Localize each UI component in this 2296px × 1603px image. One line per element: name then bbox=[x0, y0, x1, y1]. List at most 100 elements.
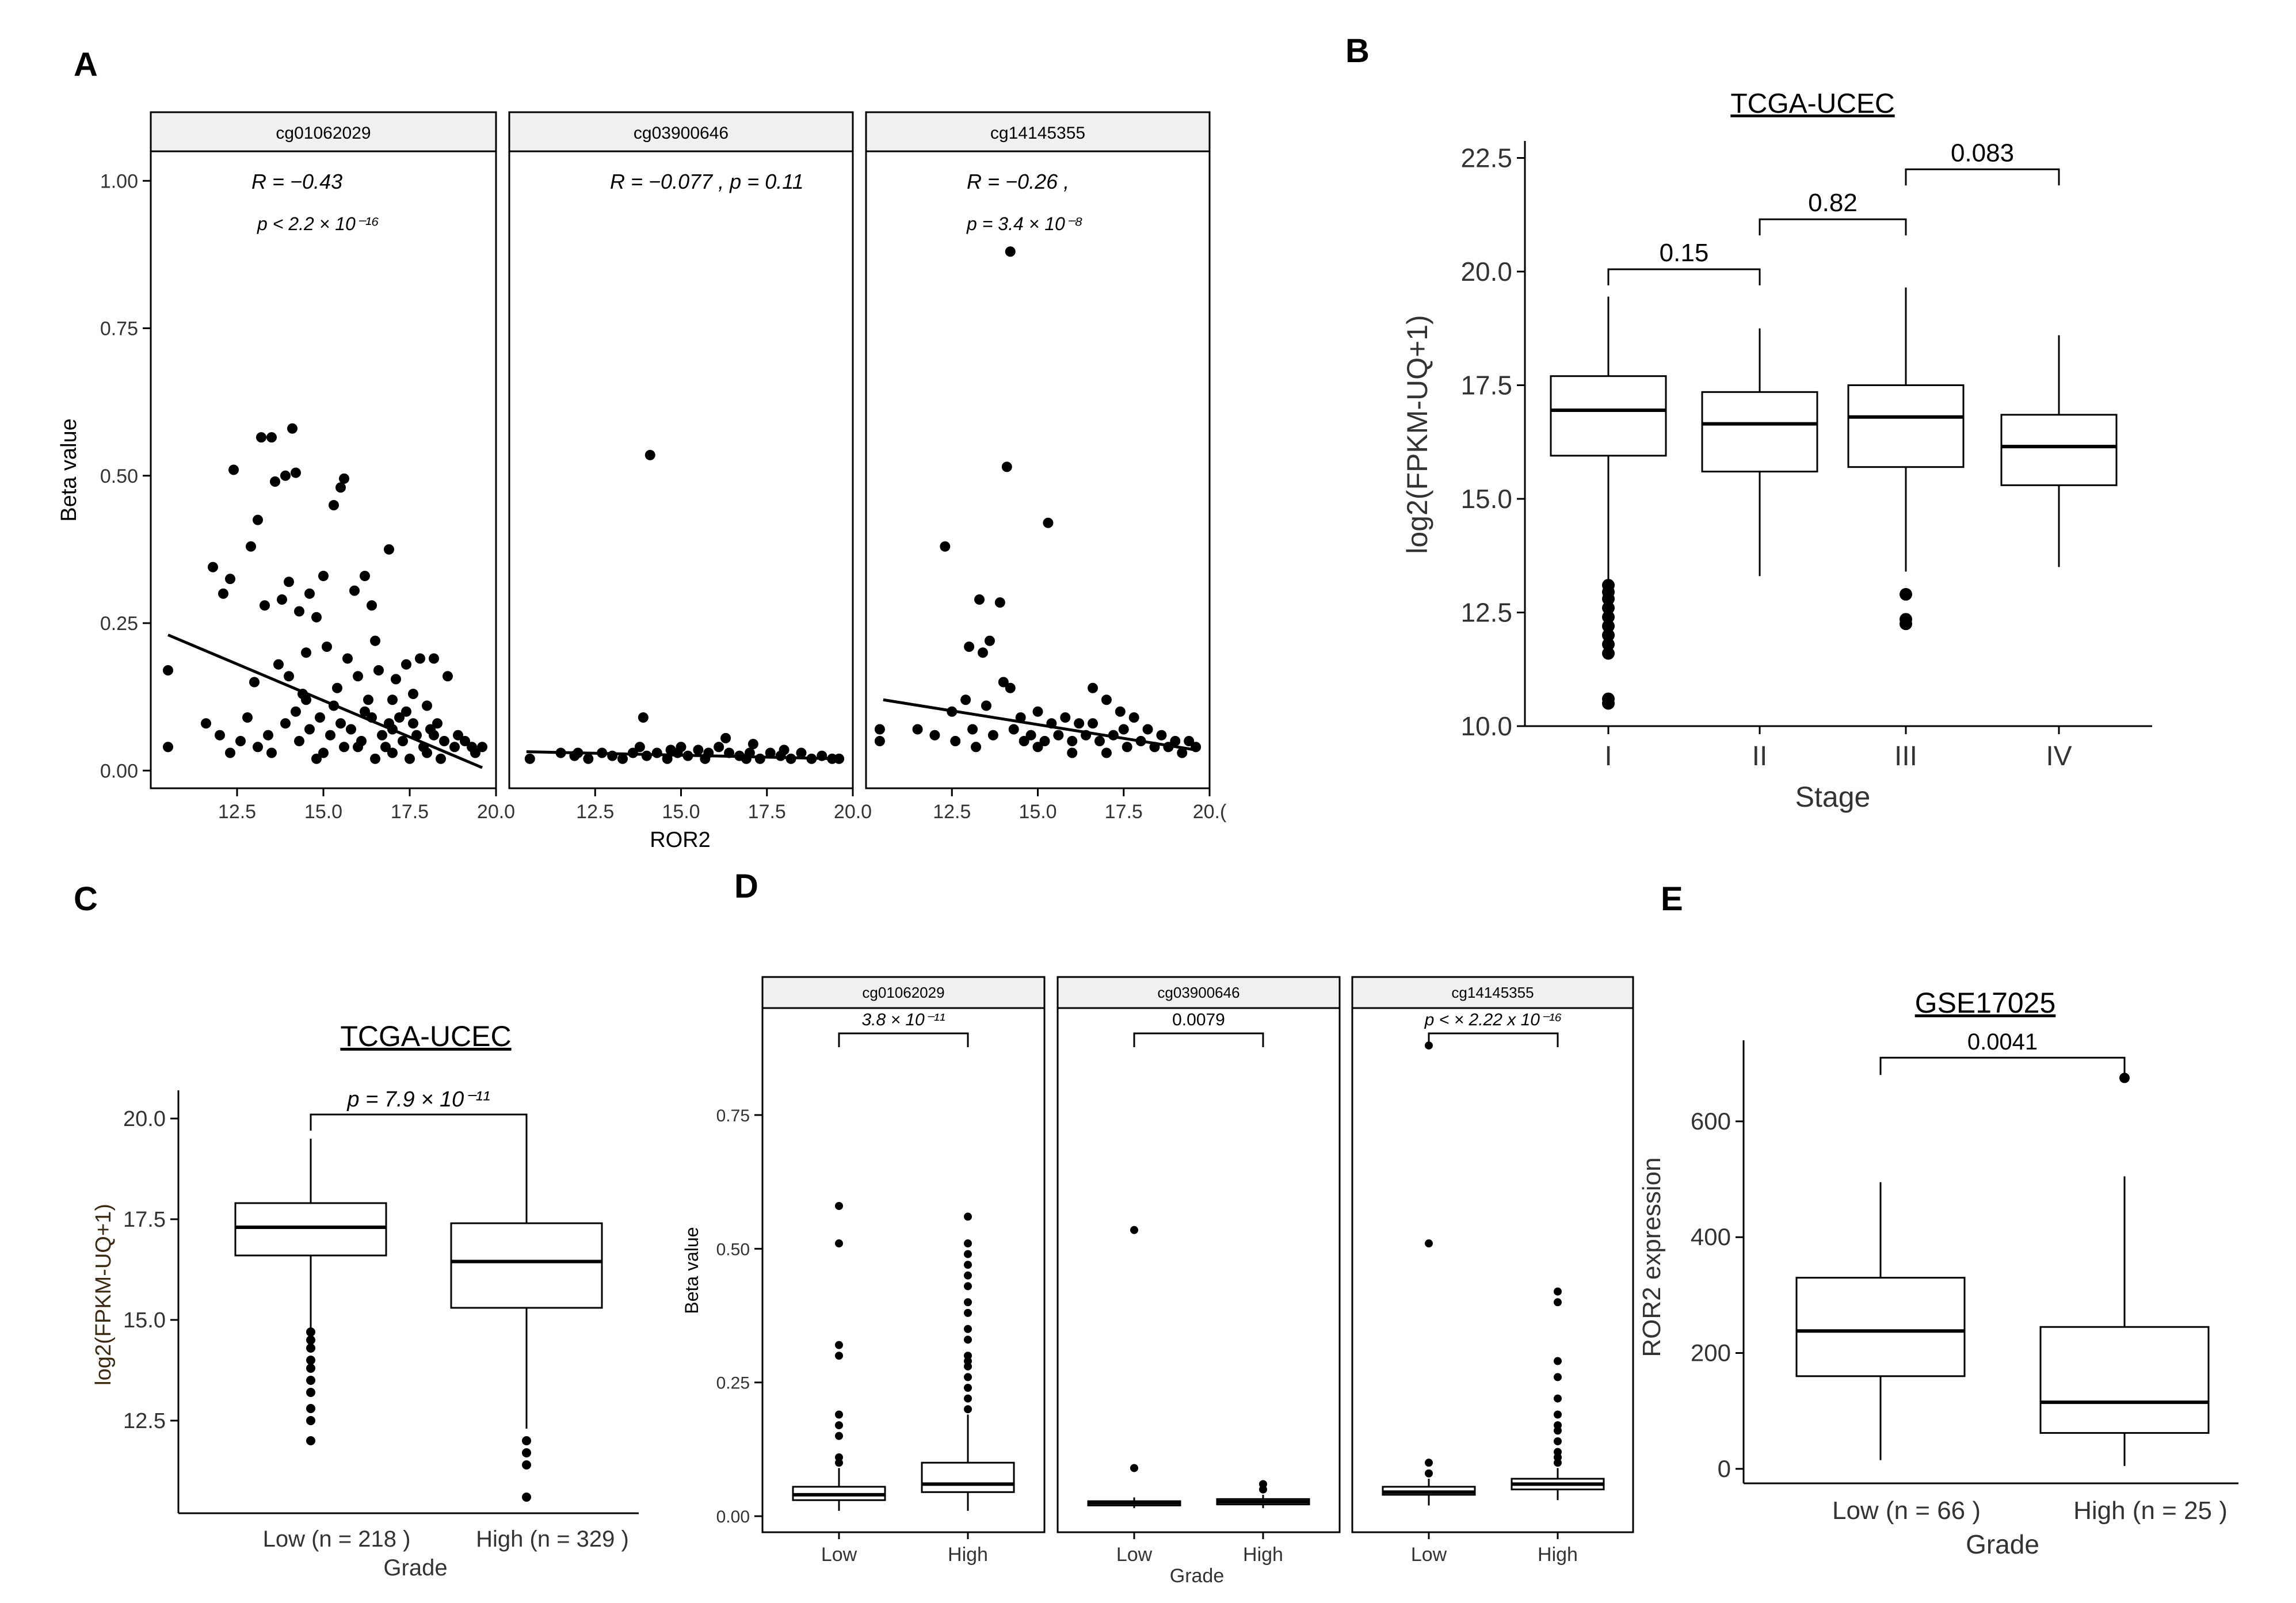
scatter-point bbox=[280, 718, 291, 729]
scatter-point bbox=[912, 724, 923, 735]
box-stage-IV-iqr-box bbox=[2000, 414, 2118, 486]
scatter-point bbox=[353, 742, 363, 753]
scatter-point bbox=[1088, 682, 1099, 693]
x-tick-label: 12.5 bbox=[576, 801, 614, 823]
box-stage-IV bbox=[2000, 335, 2118, 567]
chart-title: TCGA-UCEC bbox=[1730, 89, 1894, 119]
box-low-outlier bbox=[1425, 1459, 1433, 1467]
scatter-point bbox=[339, 742, 349, 753]
panel-letter-C: C bbox=[74, 880, 98, 918]
box-high-outlier bbox=[1554, 1410, 1562, 1419]
y-tick-label: 15.0 bbox=[123, 1308, 166, 1333]
scatter-point bbox=[967, 724, 978, 735]
box-high-outlier bbox=[964, 1212, 972, 1221]
stat-pvalue: p < 2.2 × 10⁻¹⁶ bbox=[257, 213, 379, 234]
box-high-outlier bbox=[1554, 1357, 1562, 1365]
scatter-point bbox=[874, 736, 885, 746]
scatter-point bbox=[266, 747, 277, 758]
comparison-bracket-label: 0.083 bbox=[1951, 139, 2014, 167]
scatter-point bbox=[1142, 724, 1153, 735]
box-stage-I-outlier bbox=[1602, 592, 1615, 605]
panel-c-boxplot: TCGA-UCEC 12.5 15.0 17.5 20.0 Low (n = 218 ) H… bbox=[91, 1020, 639, 1581]
scatter-point bbox=[291, 706, 301, 717]
y-axis-title: log2(FPKM-UQ+1) bbox=[1401, 315, 1433, 554]
scatter-point bbox=[408, 718, 418, 729]
comparison-bracket-line bbox=[1759, 218, 1907, 236]
box-stage-III-outlier bbox=[1900, 617, 1912, 631]
facet-panel-border bbox=[761, 1007, 1046, 1533]
scatter-point bbox=[665, 745, 676, 755]
scatter-point bbox=[1053, 730, 1064, 741]
box-stage-I-outlier bbox=[1602, 647, 1615, 660]
x-tick-label: 12.5 bbox=[218, 801, 256, 823]
facet-strip-label: cg01062029 bbox=[276, 124, 371, 143]
scatter-point bbox=[391, 674, 401, 685]
box-high-outlier bbox=[1554, 1373, 1562, 1381]
scatter-point bbox=[370, 753, 380, 764]
comparison-bracket: 0.0041 bbox=[1879, 1029, 2126, 1075]
box-grade-0-outlier bbox=[306, 1436, 315, 1445]
facet-cg01062029: cg01062029 R = −0.43 p < 2.2 × 10⁻¹⁶ 12.5 15… bbox=[150, 111, 515, 823]
comparison-bracket-line bbox=[1879, 1056, 2126, 1075]
scatter-point bbox=[363, 694, 373, 705]
scatter-point bbox=[477, 742, 487, 753]
stat-correlation: R = −0.077 , p = 0.11 bbox=[610, 170, 804, 193]
scatter-point bbox=[408, 689, 418, 699]
scatter-point bbox=[370, 635, 380, 646]
y-axis-title: Beta value bbox=[57, 418, 81, 522]
box-high-outlier bbox=[964, 1384, 972, 1392]
y-axis-title: Beta value bbox=[681, 1227, 702, 1314]
box-grade-0-outlier bbox=[306, 1327, 315, 1337]
box-high-outlier bbox=[964, 1394, 972, 1403]
scatter-point bbox=[304, 724, 315, 735]
scatter-point bbox=[1043, 517, 1054, 528]
scatter-point bbox=[284, 577, 294, 587]
y-tick-label: 1.00 bbox=[100, 170, 138, 192]
box-grade-1-outlier bbox=[522, 1436, 531, 1445]
box-high bbox=[1511, 1287, 1605, 1501]
scatter-point bbox=[163, 742, 173, 753]
scatter-point bbox=[467, 742, 477, 753]
comparison-bracket-line bbox=[1607, 268, 1761, 286]
comparison-bracket-line bbox=[1133, 1032, 1264, 1047]
scatter-point bbox=[1067, 747, 1078, 758]
y-tick-label: 12.5 bbox=[1460, 598, 1512, 628]
facet-strip bbox=[761, 976, 1046, 1009]
panel-letter-E: E bbox=[1661, 880, 1683, 918]
x-tick-label: III bbox=[1894, 741, 1917, 772]
facet-cg03900646: cg03900646 R = −0.077 , p = 0.11 12.5 15.0 1… bbox=[508, 111, 872, 823]
box-high bbox=[921, 1212, 1015, 1511]
chart-title: TCGA-UCEC bbox=[340, 1020, 511, 1052]
scatter-point bbox=[583, 753, 594, 764]
scatter-point bbox=[266, 432, 277, 443]
box-high-outlier bbox=[1554, 1298, 1562, 1307]
scatter-point bbox=[253, 514, 263, 525]
facet-strip-label: cg14145355 bbox=[990, 124, 1085, 143]
box-low-outlier bbox=[1130, 1226, 1138, 1234]
comparison-bracket: 0.083 bbox=[1905, 139, 2060, 186]
x-tick-label: Low bbox=[1411, 1544, 1447, 1566]
scatter-point bbox=[994, 597, 1005, 608]
y-tick-label: 0.25 bbox=[100, 613, 138, 635]
x-axis-title: Stage bbox=[1795, 781, 1871, 813]
scatter-point bbox=[429, 653, 439, 664]
comparison-bracket-line bbox=[838, 1032, 969, 1047]
box-grade-0-outlier bbox=[306, 1404, 315, 1413]
scatter-point bbox=[929, 730, 940, 741]
scatter-point bbox=[263, 730, 273, 741]
scatter-point bbox=[280, 470, 291, 481]
scatter-point bbox=[208, 562, 218, 572]
y-tick-label: 0.00 bbox=[100, 760, 138, 782]
scatter-point bbox=[443, 671, 453, 682]
facet-strip-label: cg01062029 bbox=[862, 984, 944, 1001]
facet-panel-border bbox=[150, 150, 497, 789]
comparison-bracket-line bbox=[1428, 1032, 1559, 1047]
comparison-bracket-label: 0.15 bbox=[1660, 239, 1709, 267]
scatter-point bbox=[225, 574, 235, 585]
scatter-point bbox=[987, 730, 998, 741]
scatter-point bbox=[1005, 682, 1016, 693]
y-tick-label: 15.0 bbox=[1460, 484, 1512, 514]
scatter-point bbox=[796, 747, 807, 758]
box-stage-I-outlier bbox=[1602, 638, 1615, 651]
x-tick-label: 17.5 bbox=[1105, 801, 1143, 823]
